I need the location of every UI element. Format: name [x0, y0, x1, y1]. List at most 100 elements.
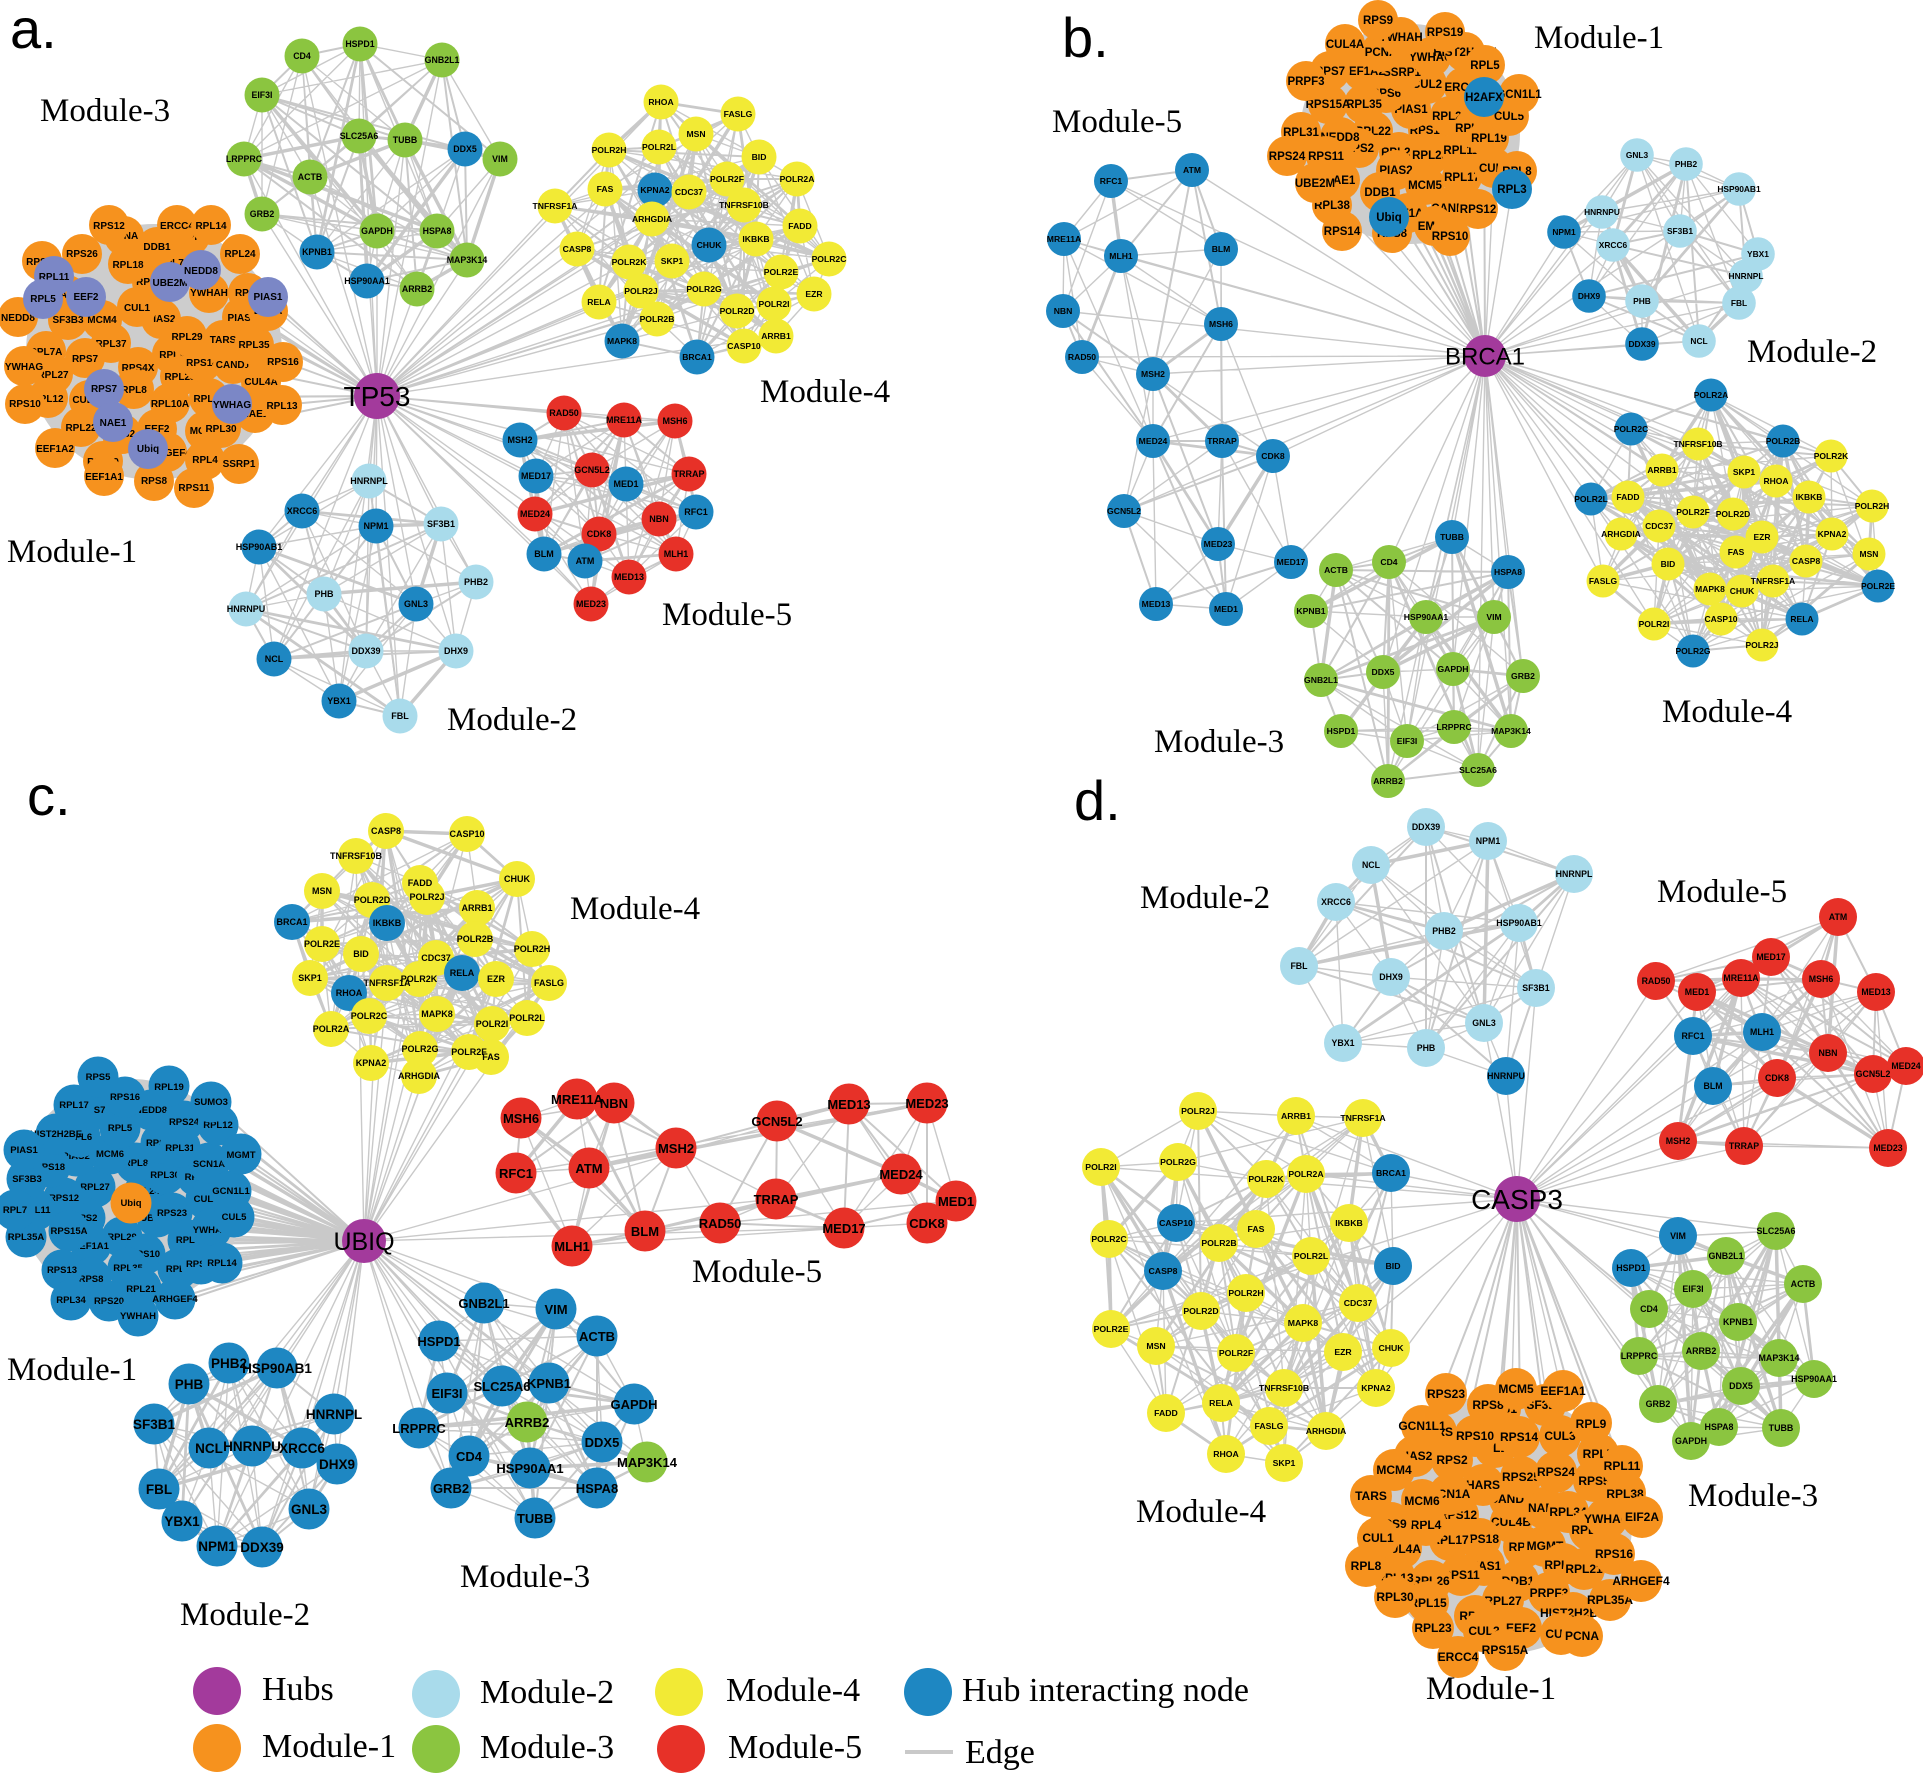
svg-text:POLR2L: POLR2L	[642, 142, 676, 152]
svg-text:TNFRSF10B: TNFRSF10B	[719, 200, 769, 210]
svg-text:BLM: BLM	[1703, 1081, 1722, 1091]
svg-text:PRPF3: PRPF3	[1287, 76, 1324, 88]
svg-text:Module-3: Module-3	[40, 93, 170, 129]
svg-text:MLH1: MLH1	[1109, 251, 1133, 261]
svg-text:RPL9: RPL9	[159, 350, 185, 361]
svg-text:Module-1: Module-1	[7, 534, 137, 570]
svg-text:CDK8: CDK8	[587, 529, 612, 539]
svg-text:KPNA2: KPNA2	[640, 185, 669, 195]
svg-text:RPL5: RPL5	[108, 1123, 133, 1134]
svg-text:TRRAP: TRRAP	[674, 469, 705, 479]
svg-text:HSP90AB1: HSP90AB1	[236, 542, 283, 552]
svg-text:DDX39: DDX39	[1412, 822, 1440, 832]
svg-text:RPL24: RPL24	[224, 249, 256, 260]
svg-text:FBL: FBL	[1731, 298, 1747, 308]
svg-text:YWHAH: YWHAH	[120, 1311, 156, 1322]
svg-text:MED17: MED17	[1277, 557, 1306, 567]
svg-text:UBE2M: UBE2M	[1295, 178, 1335, 190]
svg-text:VIM: VIM	[1486, 612, 1501, 622]
svg-text:FASLG: FASLG	[724, 109, 753, 119]
svg-text:NPM1: NPM1	[1476, 836, 1501, 846]
svg-text:RPL4: RPL4	[1411, 1518, 1442, 1532]
svg-text:CD4: CD4	[1380, 557, 1397, 567]
svg-text:H2AFX: H2AFX	[1465, 92, 1503, 104]
svg-text:POLR2F: POLR2F	[1676, 507, 1710, 517]
svg-text:RPL6: RPL6	[68, 1132, 92, 1143]
svg-text:CASP8: CASP8	[1792, 556, 1821, 566]
svg-text:SF3B1: SF3B1	[427, 519, 455, 529]
svg-text:EEF1A1: EEF1A1	[73, 1241, 110, 1252]
svg-text:HARS: HARS	[1466, 1478, 1500, 1492]
svg-text:POLR2K: POLR2K	[1814, 451, 1849, 461]
svg-text:RPS18: RPS18	[35, 1162, 65, 1173]
svg-text:ACTB: ACTB	[579, 1329, 615, 1344]
svg-text:RPS8: RPS8	[141, 476, 168, 487]
svg-text:POLR2K: POLR2K	[612, 257, 648, 267]
svg-text:GCN5L2: GCN5L2	[1107, 506, 1141, 516]
svg-text:EEF1A1: EEF1A1	[85, 472, 123, 483]
svg-text:POLR2L: POLR2L	[509, 1013, 545, 1023]
svg-text:YBX1: YBX1	[164, 1514, 200, 1529]
svg-text:ARRB2: ARRB2	[402, 284, 432, 294]
svg-text:Module-2: Module-2	[447, 702, 577, 738]
svg-text:ARRB1: ARRB1	[461, 903, 492, 913]
svg-text:KPNB1: KPNB1	[1723, 1317, 1753, 1327]
svg-text:RPL11: RPL11	[1604, 1459, 1641, 1473]
svg-text:EIF3I: EIF3I	[251, 90, 272, 100]
svg-text:MED1: MED1	[1685, 987, 1710, 997]
svg-text:TRRAP: TRRAP	[754, 1192, 799, 1207]
svg-text:HSP90AA1: HSP90AA1	[1404, 612, 1449, 622]
svg-text:DDB1: DDB1	[1364, 187, 1396, 199]
svg-text:SKP1: SKP1	[661, 256, 684, 266]
svg-text:RPL19: RPL19	[1471, 133, 1507, 145]
svg-text:CHUK: CHUK	[697, 240, 723, 250]
svg-text:MED23: MED23	[576, 599, 606, 609]
svg-text:RELA: RELA	[1790, 614, 1813, 624]
svg-text:RPL29: RPL29	[107, 1232, 137, 1243]
svg-text:MGMT: MGMT	[226, 1150, 255, 1161]
svg-text:MAPK8: MAPK8	[1288, 1318, 1319, 1328]
svg-text:RPL12: RPL12	[203, 1120, 233, 1131]
svg-text:UBIQ: UBIQ	[333, 1228, 394, 1256]
svg-text:RPS10: RPS10	[130, 1249, 160, 1260]
svg-text:TRRAP: TRRAP	[1207, 436, 1237, 446]
svg-text:YWHAG: YWHAG	[5, 362, 44, 373]
svg-text:Edge: Edge	[965, 1734, 1035, 1771]
svg-text:HSPA8: HSPA8	[576, 1481, 618, 1496]
svg-text:MED1: MED1	[613, 479, 638, 489]
svg-text:NBN: NBN	[1818, 1048, 1837, 1058]
svg-text:RFC1: RFC1	[684, 507, 708, 517]
svg-text:VIM: VIM	[544, 1302, 567, 1317]
svg-text:RAD50: RAD50	[549, 408, 579, 418]
svg-text:RPS12: RPS12	[49, 1193, 79, 1204]
svg-text:CHUK: CHUK	[1730, 586, 1755, 596]
svg-text:PHB2: PHB2	[1432, 926, 1456, 936]
svg-text:TNFRSF10B: TNFRSF10B	[1673, 439, 1722, 449]
svg-text:RPS26: RPS26	[66, 249, 98, 260]
svg-text:FBL: FBL	[391, 711, 409, 721]
svg-text:RFC1: RFC1	[499, 1166, 533, 1181]
svg-text:MED13: MED13	[1861, 987, 1890, 997]
svg-text:HSPA8: HSPA8	[423, 226, 452, 236]
svg-text:RPS23: RPS23	[157, 1208, 187, 1219]
svg-text:TARS: TARS	[1355, 1489, 1387, 1503]
svg-text:RPS24: RPS24	[1269, 151, 1306, 163]
svg-text:MED17: MED17	[521, 471, 551, 481]
svg-text:TUBB: TUBB	[1769, 1423, 1794, 1433]
svg-text:FADD: FADD	[788, 221, 811, 231]
svg-text:HSP90AA1: HSP90AA1	[344, 276, 390, 286]
svg-text:SLC25A6: SLC25A6	[1757, 1226, 1796, 1236]
svg-text:ATM: ATM	[1829, 912, 1847, 922]
svg-text:MED1: MED1	[938, 1194, 974, 1209]
svg-text:CUL1: CUL1	[1362, 1531, 1394, 1545]
svg-text:FAS: FAS	[597, 184, 614, 194]
svg-text:NPM1: NPM1	[363, 521, 388, 531]
svg-text:RPL11: RPL11	[21, 1205, 51, 1216]
svg-text:Module-1: Module-1	[7, 1352, 137, 1388]
svg-text:LRPPRC: LRPPRC	[226, 154, 263, 164]
svg-text:HNRNPL: HNRNPL	[1729, 271, 1764, 281]
svg-text:HNRNPL: HNRNPL	[1556, 869, 1593, 879]
svg-text:HSPD1: HSPD1	[1616, 1263, 1646, 1273]
svg-text:NEDD8: NEDD8	[135, 1105, 167, 1116]
svg-text:HSPD1: HSPD1	[345, 39, 374, 49]
